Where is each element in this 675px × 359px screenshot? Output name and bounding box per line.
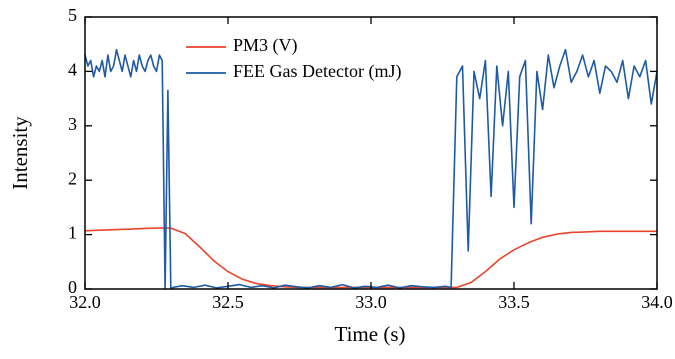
x-tick-label: 33.5 [498, 292, 530, 312]
legend-label: PM3 (V) [233, 35, 298, 56]
x-tick-label: 33.0 [355, 292, 387, 312]
y-tick-label: 1 [68, 223, 77, 243]
x-axis-label: Time (s) [335, 322, 406, 346]
x-tick-label: 32.5 [212, 292, 244, 312]
x-tick-label: 32.0 [69, 292, 101, 312]
y-tick-label: 4 [68, 60, 77, 80]
x-tick-label: 34.0 [641, 292, 673, 312]
legend-label: FEE Gas Detector (mJ) [233, 61, 401, 82]
y-tick-label: 0 [68, 277, 77, 297]
y-tick-label: 5 [68, 5, 77, 25]
data-line [84, 48, 658, 290]
y-tick-label: 3 [68, 114, 77, 134]
y-tick-label: 2 [68, 168, 77, 188]
y-axis-label: Intensity [8, 116, 32, 190]
